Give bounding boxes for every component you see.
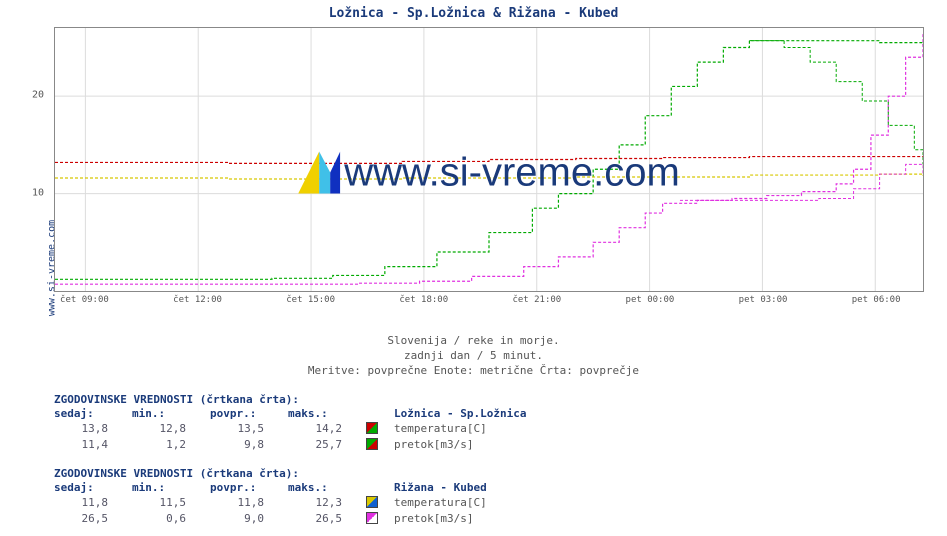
x-tick-label: pet 06:00 [852, 295, 901, 305]
table-row: 11,811,511,812,3temperatura[C] [54, 495, 499, 511]
col-header: sedaj: [54, 480, 132, 495]
series-swatch [366, 438, 378, 450]
cell-value: 11,8 [210, 495, 288, 511]
metric-label: pretok[m3/s] [394, 511, 499, 527]
cell-value: 12,3 [288, 495, 366, 511]
caption-3: Meritve: povprečne Enote: metrične Črta:… [0, 364, 947, 377]
cell-value: 11,4 [54, 437, 132, 453]
table-row: 26,50,69,026,5pretok[m3/s] [54, 511, 499, 527]
series-swatch [366, 512, 378, 524]
col-header: povpr.: [210, 406, 288, 421]
cell-value: 11,8 [54, 495, 132, 511]
history-block: ZGODOVINSKE VREDNOSTI (črtkana črta):sed… [54, 467, 947, 527]
table-row: 11,41,29,825,7 pretok[m3/s] [54, 437, 534, 453]
chart-title: Ložnica - Sp.Ložnica & Rižana - Kubed [0, 0, 947, 21]
plot-area: www.si-vreme.com [54, 27, 924, 292]
x-tick-label: čet 18:00 [399, 295, 448, 305]
history-table: sedaj:min.:povpr.:maks.: Ložnica - Sp.Lož… [54, 406, 534, 453]
station-name: Rižana - Kubed [394, 480, 499, 495]
col-header: povpr.: [210, 480, 288, 495]
y-tick-label: 10 [32, 187, 102, 198]
cell-value: 13,8 [54, 421, 132, 437]
series-swatch [366, 422, 378, 434]
cell-value: 1,2 [132, 437, 210, 453]
metric-label: pretok[m3/s] [394, 437, 534, 453]
history-title: ZGODOVINSKE VREDNOSTI (črtkana črta): [54, 467, 947, 480]
x-tick-label: čet 09:00 [60, 295, 109, 305]
history-title: ZGODOVINSKE VREDNOSTI (črtkana črta): [54, 393, 947, 406]
cell-value: 13,5 [210, 421, 288, 437]
chart: www.si-vreme.com čet 09:00 čet 12:00 čet 1… [54, 27, 924, 312]
col-header: maks.: [288, 406, 366, 421]
cell-value: 25,7 [288, 437, 366, 453]
x-tick-label: pet 00:00 [626, 295, 675, 305]
table-row: 13,812,813,514,2 temperatura[C] [54, 421, 534, 437]
cell-value: 26,5 [54, 511, 132, 527]
history-tables: ZGODOVINSKE VREDNOSTI (črtkana črta):sed… [54, 393, 947, 527]
station-name: Ložnica - Sp.Ložnica [394, 406, 534, 421]
cell-value: 12,8 [132, 421, 210, 437]
x-tick-label: čet 15:00 [286, 295, 335, 305]
cell-value: 9,8 [210, 437, 288, 453]
caption-2: zadnji dan / 5 minut. [0, 349, 947, 362]
series-swatch [366, 496, 378, 508]
cell-value: 9,0 [210, 511, 288, 527]
caption-1: Slovenija / reke in morje. [0, 334, 947, 347]
cell-value: 0,6 [132, 511, 210, 527]
cell-value: 14,2 [288, 421, 366, 437]
col-header: min.: [132, 480, 210, 495]
history-block: ZGODOVINSKE VREDNOSTI (črtkana črta):sed… [54, 393, 947, 453]
col-header: min.: [132, 406, 210, 421]
y-tick-label: 20 [32, 90, 102, 101]
x-tick-label: čet 12:00 [173, 295, 222, 305]
cell-value: 26,5 [288, 511, 366, 527]
x-tick-label: čet 21:00 [512, 295, 561, 305]
metric-label: temperatura[C] [394, 495, 499, 511]
metric-label: temperatura[C] [394, 421, 534, 437]
cell-value: 11,5 [132, 495, 210, 511]
col-header: sedaj: [54, 406, 132, 421]
history-table: sedaj:min.:povpr.:maks.: Rižana - Kubed 11… [54, 480, 499, 527]
x-tick-label: pet 03:00 [739, 295, 788, 305]
col-header: maks.: [288, 480, 366, 495]
